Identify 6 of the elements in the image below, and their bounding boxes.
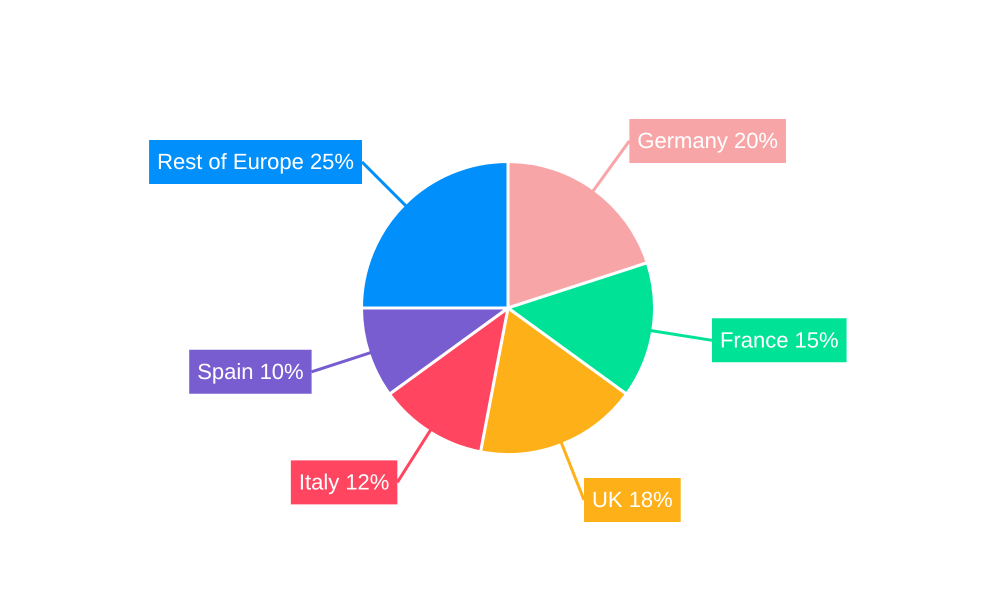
- slice-label: Germany 20%: [637, 128, 778, 153]
- slice-label: Italy 12%: [298, 469, 390, 494]
- slice-label: France 15%: [720, 327, 839, 352]
- slice-label: Rest of Europe 25%: [157, 149, 354, 174]
- slice-label: Spain 10%: [197, 358, 304, 384]
- slice-label: UK 18%: [592, 487, 673, 512]
